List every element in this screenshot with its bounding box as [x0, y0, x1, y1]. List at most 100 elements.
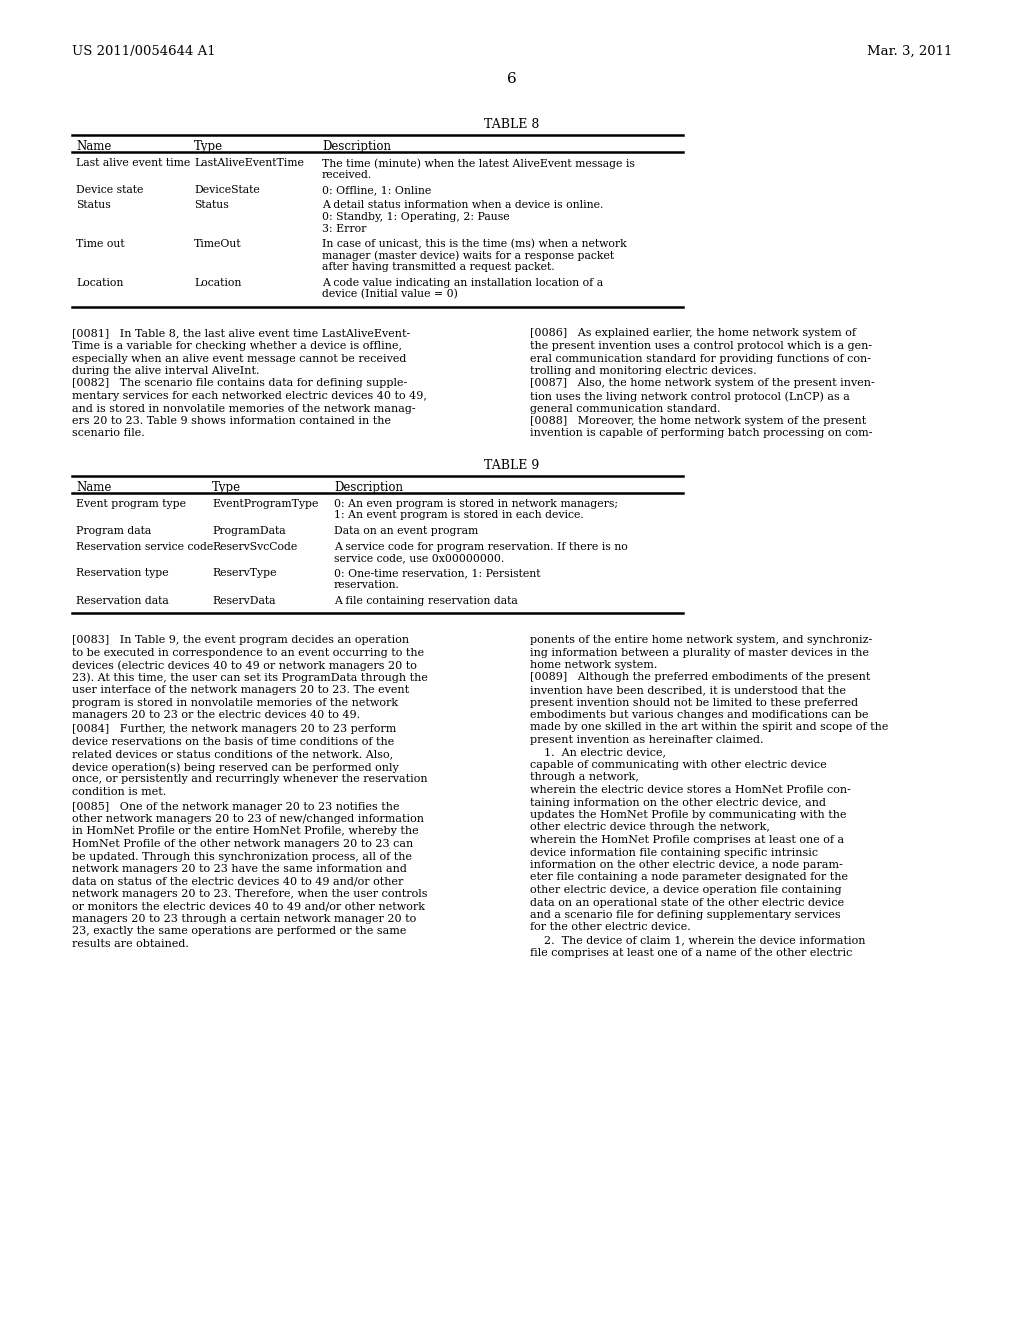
Text: condition is met.: condition is met.: [72, 787, 166, 797]
Text: network managers 20 to 23. Therefore, when the user controls: network managers 20 to 23. Therefore, wh…: [72, 888, 427, 899]
Text: Reservation type: Reservation type: [76, 569, 169, 578]
Text: the present invention uses a control protocol which is a gen-: the present invention uses a control pro…: [530, 341, 872, 351]
Text: Program data: Program data: [76, 525, 152, 536]
Text: device reservations on the basis of time conditions of the: device reservations on the basis of time…: [72, 737, 394, 747]
Text: Type: Type: [212, 480, 241, 494]
Text: taining information on the other electric device, and: taining information on the other electri…: [530, 797, 826, 808]
Text: device (Initial value = 0): device (Initial value = 0): [322, 289, 458, 300]
Text: device information file containing specific intrinsic: device information file containing speci…: [530, 847, 818, 858]
Text: [0087]   Also, the home network system of the present inven-: [0087] Also, the home network system of …: [530, 379, 874, 388]
Text: DeviceState: DeviceState: [194, 185, 260, 195]
Text: 6: 6: [507, 73, 517, 86]
Text: TABLE 9: TABLE 9: [484, 459, 540, 473]
Text: user interface of the network managers 20 to 23. The event: user interface of the network managers 2…: [72, 685, 410, 696]
Text: [0089]   Although the preferred embodiments of the present: [0089] Although the preferred embodiment…: [530, 672, 870, 682]
Text: eter file containing a node parameter designated for the: eter file containing a node parameter de…: [530, 873, 848, 883]
Text: 2.  The device of claim 1, wherein the device information: 2. The device of claim 1, wherein the de…: [530, 935, 865, 945]
Text: A file containing reservation data: A file containing reservation data: [334, 595, 518, 606]
Text: Status: Status: [194, 201, 228, 210]
Text: be updated. Through this synchronization process, all of the: be updated. Through this synchronization…: [72, 851, 412, 862]
Text: ing information between a plurality of master devices in the: ing information between a plurality of m…: [530, 648, 869, 657]
Text: 1: An event program is stored in each device.: 1: An event program is stored in each de…: [334, 511, 584, 520]
Text: results are obtained.: results are obtained.: [72, 939, 188, 949]
Text: Reservation service code: Reservation service code: [76, 541, 213, 552]
Text: service code, use 0x00000000.: service code, use 0x00000000.: [334, 553, 504, 564]
Text: TimeOut: TimeOut: [194, 239, 242, 249]
Text: [0082]   The scenario file contains data for defining supple-: [0082] The scenario file contains data f…: [72, 379, 408, 388]
Text: [0085]   One of the network manager 20 to 23 notifies the: [0085] One of the network manager 20 to …: [72, 801, 399, 812]
Text: TABLE 8: TABLE 8: [484, 117, 540, 131]
Text: [0084]   Further, the network managers 20 to 23 perform: [0084] Further, the network managers 20 …: [72, 725, 396, 734]
Text: ProgramData: ProgramData: [212, 525, 286, 536]
Text: managers 20 to 23 through a certain network manager 20 to: managers 20 to 23 through a certain netw…: [72, 913, 416, 924]
Text: made by one skilled in the art within the spirit and scope of the: made by one skilled in the art within th…: [530, 722, 889, 733]
Text: 3: Error: 3: Error: [322, 223, 367, 234]
Text: Status: Status: [76, 201, 111, 210]
Text: ponents of the entire home network system, and synchroniz-: ponents of the entire home network syste…: [530, 635, 872, 645]
Text: A detail status information when a device is online.: A detail status information when a devic…: [322, 201, 603, 210]
Text: eral communication standard for providing functions of con-: eral communication standard for providin…: [530, 354, 871, 363]
Text: to be executed in correspondence to an event occurring to the: to be executed in correspondence to an e…: [72, 648, 424, 657]
Text: Time out: Time out: [76, 239, 125, 249]
Text: Description: Description: [334, 480, 403, 494]
Text: capable of communicating with other electric device: capable of communicating with other elec…: [530, 760, 826, 770]
Text: file comprises at least one of a name of the other electric: file comprises at least one of a name of…: [530, 948, 852, 957]
Text: US 2011/0054644 A1: US 2011/0054644 A1: [72, 45, 216, 58]
Text: [0083]   In Table 9, the event program decides an operation: [0083] In Table 9, the event program dec…: [72, 635, 410, 645]
Text: information on the other electric device, a node param-: information on the other electric device…: [530, 861, 843, 870]
Text: and is stored in nonvolatile memories of the network manag-: and is stored in nonvolatile memories of…: [72, 404, 416, 413]
Text: [0088]   Moreover, the home network system of the present: [0088] Moreover, the home network system…: [530, 416, 866, 426]
Text: present invention should not be limited to these preferred: present invention should not be limited …: [530, 697, 858, 708]
Text: Type: Type: [194, 140, 223, 153]
Text: device operation(s) being reserved can be performed only: device operation(s) being reserved can b…: [72, 762, 398, 772]
Text: [0081]   In Table 8, the last alive event time LastAliveEvent-: [0081] In Table 8, the last alive event …: [72, 329, 411, 338]
Text: ReservType: ReservType: [212, 569, 276, 578]
Text: after having transmitted a request packet.: after having transmitted a request packe…: [322, 261, 555, 272]
Text: 23). At this time, the user can set its ProgramData through the: 23). At this time, the user can set its …: [72, 672, 428, 682]
Text: Last alive event time: Last alive event time: [76, 158, 190, 168]
Text: data on status of the electric devices 40 to 49 and/or other: data on status of the electric devices 4…: [72, 876, 403, 887]
Text: other network managers 20 to 23 of new/changed information: other network managers 20 to 23 of new/c…: [72, 814, 424, 824]
Text: manager (master device) waits for a response packet: manager (master device) waits for a resp…: [322, 251, 614, 261]
Text: invention have been described, it is understood that the: invention have been described, it is und…: [530, 685, 846, 696]
Text: 23, exactly the same operations are performed or the same: 23, exactly the same operations are perf…: [72, 927, 407, 936]
Text: Location: Location: [194, 277, 242, 288]
Text: In case of unicast, this is the time (ms) when a network: In case of unicast, this is the time (ms…: [322, 239, 627, 249]
Text: general communication standard.: general communication standard.: [530, 404, 721, 413]
Text: Device state: Device state: [76, 185, 143, 195]
Text: wherein the electric device stores a HomNet Profile con-: wherein the electric device stores a Hom…: [530, 785, 851, 795]
Text: invention is capable of performing batch processing on com-: invention is capable of performing batch…: [530, 429, 872, 438]
Text: received.: received.: [322, 169, 373, 180]
Text: [0086]   As explained earlier, the home network system of: [0086] As explained earlier, the home ne…: [530, 329, 856, 338]
Text: present invention as hereinafter claimed.: present invention as hereinafter claimed…: [530, 735, 764, 744]
Text: ers 20 to 23. Table 9 shows information contained in the: ers 20 to 23. Table 9 shows information …: [72, 416, 391, 426]
Text: Name: Name: [76, 140, 112, 153]
Text: 0: Offline, 1: Online: 0: Offline, 1: Online: [322, 185, 431, 195]
Text: EventProgramType: EventProgramType: [212, 499, 318, 510]
Text: 0: One-time reservation, 1: Persistent: 0: One-time reservation, 1: Persistent: [334, 569, 541, 578]
Text: updates the HomNet Profile by communicating with the: updates the HomNet Profile by communicat…: [530, 810, 847, 820]
Text: once, or persistently and recurringly whenever the reservation: once, or persistently and recurringly wh…: [72, 775, 428, 784]
Text: for the other electric device.: for the other electric device.: [530, 923, 691, 932]
Text: related devices or status conditions of the network. Also,: related devices or status conditions of …: [72, 750, 393, 759]
Text: A code value indicating an installation location of a: A code value indicating an installation …: [322, 277, 603, 288]
Text: The time (minute) when the latest AliveEvent message is: The time (minute) when the latest AliveE…: [322, 158, 635, 169]
Text: other electric device through the network,: other electric device through the networ…: [530, 822, 770, 833]
Text: network managers 20 to 23 have the same information and: network managers 20 to 23 have the same …: [72, 865, 407, 874]
Text: A service code for program reservation. If there is no: A service code for program reservation. …: [334, 541, 628, 552]
Text: through a network,: through a network,: [530, 772, 639, 783]
Text: during the alive interval AliveInt.: during the alive interval AliveInt.: [72, 366, 259, 376]
Text: wherein the HomNet Profile comprises at least one of a: wherein the HomNet Profile comprises at …: [530, 836, 844, 845]
Text: Time is a variable for checking whether a device is offline,: Time is a variable for checking whether …: [72, 341, 402, 351]
Text: scenario file.: scenario file.: [72, 429, 144, 438]
Text: ReservSvcCode: ReservSvcCode: [212, 541, 297, 552]
Text: other electric device, a device operation file containing: other electric device, a device operatio…: [530, 884, 842, 895]
Text: HomNet Profile of the other network managers 20 to 23 can: HomNet Profile of the other network mana…: [72, 840, 414, 849]
Text: devices (electric devices 40 to 49 or network managers 20 to: devices (electric devices 40 to 49 or ne…: [72, 660, 417, 671]
Text: 1.  An electric device,: 1. An electric device,: [530, 747, 666, 758]
Text: Location: Location: [76, 277, 123, 288]
Text: home network system.: home network system.: [530, 660, 657, 671]
Text: LastAliveEventTime: LastAliveEventTime: [194, 158, 304, 168]
Text: managers 20 to 23 or the electric devices 40 to 49.: managers 20 to 23 or the electric device…: [72, 710, 360, 719]
Text: trolling and monitoring electric devices.: trolling and monitoring electric devices…: [530, 366, 757, 376]
